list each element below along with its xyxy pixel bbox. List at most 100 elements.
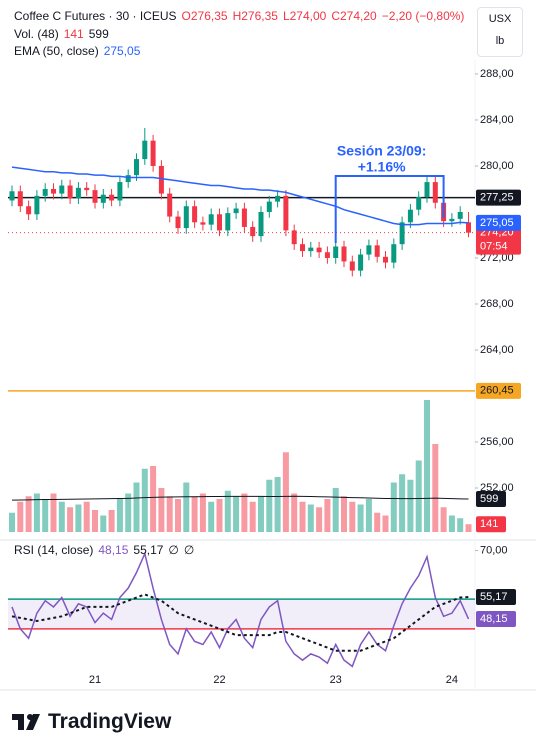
y-tick-label: 70,00 — [480, 544, 508, 556]
volume-bar — [357, 504, 364, 532]
rsi-extra: ∅ — [168, 543, 179, 557]
ohlc-change: −2,20 (−0,80%) — [381, 9, 465, 23]
candle-body — [374, 245, 380, 257]
candle-body — [291, 230, 297, 245]
volume-bar — [299, 501, 306, 532]
ohlc-close: C274,20 — [331, 9, 377, 23]
y-tick-label: 272,00 — [480, 252, 514, 264]
volume-bar — [191, 496, 198, 532]
volume-bar — [424, 400, 430, 532]
candle-body — [34, 195, 40, 215]
volume-bar — [158, 488, 165, 532]
candle-body — [158, 165, 164, 194]
candle-body — [383, 256, 388, 263]
candle-body — [200, 222, 206, 225]
volume-bar — [25, 496, 32, 532]
volume-bar — [316, 507, 323, 532]
candle-body — [150, 140, 156, 166]
candle-body — [208, 214, 214, 225]
candle-body — [51, 188, 56, 194]
candle-body — [100, 194, 106, 203]
volume-bar — [324, 499, 331, 532]
candle-body — [283, 195, 289, 231]
y-tick-label: 268,00 — [480, 298, 514, 310]
candle-body — [75, 187, 81, 199]
volume-bar — [125, 493, 132, 532]
candle-body — [449, 218, 455, 222]
candle-body — [324, 252, 330, 258]
price-label: 260,45 — [480, 385, 514, 397]
candle-body — [366, 245, 372, 255]
x-tick-label: 24 — [446, 674, 458, 686]
volume-bar — [175, 499, 181, 532]
candle-body — [341, 246, 347, 262]
y-tick-label: 280,00 — [480, 160, 514, 172]
brand-logo — [12, 714, 40, 730]
candle-body — [192, 206, 198, 223]
volume-bar — [374, 512, 381, 532]
volume-bar — [341, 496, 347, 532]
candle-body — [432, 182, 438, 203]
volume-bar — [307, 504, 314, 532]
volume-bar — [75, 504, 82, 532]
candle-body — [17, 191, 23, 207]
volume-ma-value: 599 — [88, 27, 109, 41]
candle-body — [466, 222, 471, 233]
volume-bar — [291, 493, 298, 532]
annotation-bracket — [334, 175, 445, 243]
candle-body — [308, 247, 314, 252]
ohlc-open: O276,35 — [181, 9, 228, 23]
unit-currency: USX — [488, 13, 512, 25]
candle-body — [109, 194, 115, 201]
x-tick-label: 21 — [89, 674, 101, 686]
annotation-title: Sesión 23/09: — [337, 143, 427, 159]
volume-bar — [133, 482, 140, 532]
volume-bar — [266, 479, 273, 532]
y-tick-label: 256,00 — [480, 436, 514, 448]
candle-body — [67, 185, 73, 199]
brand: TradingView — [12, 710, 171, 734]
ohlc-high: H276,35 — [232, 9, 278, 23]
ohlc-low: L274,00 — [282, 9, 327, 23]
volume-bar — [233, 496, 240, 532]
y-tick-label: 264,00 — [480, 344, 514, 356]
price-label-box — [476, 382, 521, 399]
unit-weight: lb — [495, 35, 505, 47]
candle-body — [225, 213, 231, 231]
volume-bar — [349, 501, 356, 532]
volume-bar — [249, 501, 256, 532]
candle-body — [9, 191, 15, 201]
unit-box[interactable]: USX lb — [477, 7, 523, 57]
volume-bar — [108, 510, 115, 532]
brand-name: TradingView — [48, 710, 172, 733]
ema-label: 275,05 — [480, 217, 514, 229]
candle-body — [300, 244, 305, 252]
volume-bar — [141, 468, 148, 532]
symbol[interactable]: Coffee C Futures · 30 · ICEUS — [14, 9, 177, 23]
rsi-ma-line — [11, 593, 469, 652]
volume-label-box — [476, 491, 506, 508]
candle-body — [391, 244, 397, 263]
candle-body — [266, 201, 272, 212]
rsi-name[interactable]: RSI (14, close) — [14, 543, 94, 557]
candle-body — [117, 182, 123, 201]
volume-name[interactable]: Vol. (48) — [14, 27, 59, 41]
volume-label-box — [476, 516, 506, 533]
volume-bar — [224, 490, 231, 532]
volume-bar — [216, 499, 223, 532]
volume-bar — [83, 501, 90, 532]
rsi-extra: ∅ — [183, 543, 195, 557]
candle-body — [349, 261, 355, 271]
volume-bar — [17, 501, 24, 532]
y-tick-label: 252,00 — [480, 482, 514, 494]
candle-body — [275, 195, 281, 202]
candle-body — [250, 226, 256, 237]
candle-body — [358, 254, 364, 271]
annotation-text: +1.16% — [358, 159, 406, 175]
ema-name[interactable]: EMA (50, close) — [14, 44, 99, 58]
candle-body — [241, 208, 247, 227]
volume-bar — [150, 466, 157, 532]
volume-bar — [183, 482, 190, 532]
rsi-label: 48,15 — [480, 613, 508, 625]
